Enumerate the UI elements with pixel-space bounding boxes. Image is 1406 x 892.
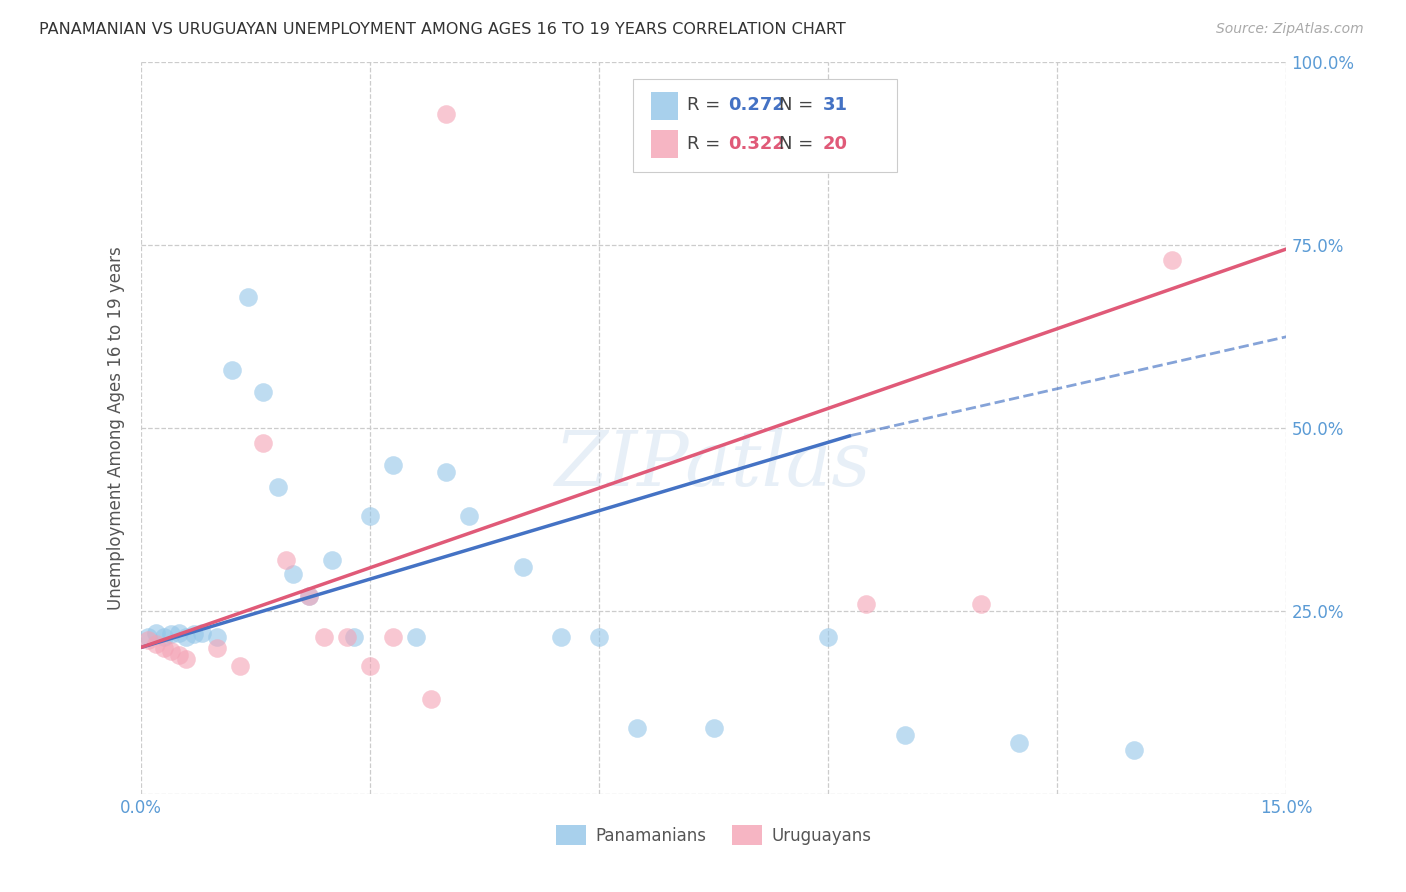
Point <box>183 627 205 641</box>
Point <box>205 640 228 655</box>
Text: PANAMANIAN VS URUGUAYAN UNEMPLOYMENT AMONG AGES 16 TO 19 YEARS CORRELATION CHART: PANAMANIAN VS URUGUAYAN UNEMPLOYMENT AMO… <box>39 22 846 37</box>
Point <box>434 106 457 120</box>
Text: R =: R = <box>688 95 725 114</box>
Point <box>229 658 252 673</box>
Point <box>1008 736 1031 750</box>
Point <box>381 630 404 644</box>
Point <box>167 626 190 640</box>
Y-axis label: Unemployment Among Ages 16 to 19 years: Unemployment Among Ages 16 to 19 years <box>107 246 125 610</box>
Point <box>145 626 167 640</box>
Point <box>160 644 183 658</box>
Text: 31: 31 <box>823 95 848 114</box>
Point <box>893 728 915 742</box>
Text: Source: ZipAtlas.com: Source: ZipAtlas.com <box>1216 22 1364 37</box>
Point <box>588 630 610 644</box>
Text: N =: N = <box>779 135 818 153</box>
Point <box>167 648 190 662</box>
Point <box>550 630 572 644</box>
Point <box>160 627 183 641</box>
Text: 0.322: 0.322 <box>728 135 786 153</box>
Text: 0.272: 0.272 <box>728 95 786 114</box>
Point <box>274 553 297 567</box>
Point <box>221 362 243 376</box>
Point <box>152 640 174 655</box>
FancyBboxPatch shape <box>633 78 897 172</box>
Point <box>434 465 457 479</box>
Point <box>359 658 381 673</box>
Point <box>512 560 534 574</box>
Legend: Panamanians, Uruguayans: Panamanians, Uruguayans <box>548 819 879 851</box>
Point <box>236 289 259 303</box>
Point <box>136 630 159 644</box>
Point <box>152 630 174 644</box>
Text: ZIPatlas: ZIPatlas <box>555 428 872 501</box>
Point <box>190 626 212 640</box>
Point <box>343 630 366 644</box>
Point <box>817 630 839 644</box>
Point <box>176 651 198 665</box>
Point <box>136 633 159 648</box>
Text: N =: N = <box>779 95 818 114</box>
Text: 20: 20 <box>823 135 848 153</box>
Point <box>405 630 427 644</box>
Point <box>283 567 305 582</box>
Text: R =: R = <box>688 135 725 153</box>
Point <box>252 435 274 450</box>
Point <box>205 630 228 644</box>
Point <box>626 721 648 735</box>
Point <box>1161 252 1184 267</box>
Point <box>145 637 167 651</box>
Point <box>458 508 481 523</box>
Point <box>1122 743 1144 757</box>
Point <box>703 721 725 735</box>
Point <box>381 458 404 472</box>
Point <box>359 508 381 523</box>
Point <box>298 590 321 604</box>
FancyBboxPatch shape <box>651 130 678 158</box>
Point <box>321 553 343 567</box>
Point <box>419 691 441 706</box>
Point <box>855 597 877 611</box>
Point <box>312 630 335 644</box>
Point <box>176 630 198 644</box>
Point <box>267 480 290 494</box>
FancyBboxPatch shape <box>651 93 678 120</box>
Point <box>970 597 993 611</box>
Point <box>298 590 321 604</box>
Point <box>252 384 274 399</box>
Point <box>336 630 359 644</box>
